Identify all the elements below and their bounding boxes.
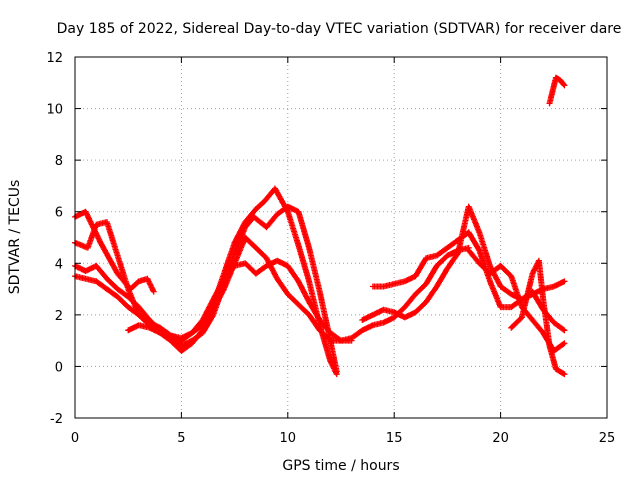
data-series bbox=[72, 74, 568, 378]
series-track-1 bbox=[72, 208, 157, 295]
x-tick-label: 15 bbox=[386, 431, 403, 446]
series-markers bbox=[546, 74, 568, 107]
series-track-7 bbox=[359, 203, 568, 323]
y-tick-label: 8 bbox=[55, 154, 63, 169]
series-markers bbox=[508, 257, 568, 378]
series-markers bbox=[72, 208, 157, 295]
y-tick-label: 0 bbox=[55, 360, 63, 375]
x-tick-label: 25 bbox=[599, 431, 616, 446]
y-tick-label: -2 bbox=[50, 412, 63, 427]
chart-title: Day 185 of 2022, Sidereal Day-to-day VTE… bbox=[57, 21, 622, 37]
grid bbox=[75, 57, 607, 418]
x-axis-label: GPS time / hours bbox=[282, 458, 399, 474]
series-track-5 bbox=[125, 234, 472, 344]
x-tick-label: 5 bbox=[177, 431, 185, 446]
y-tick-label: 12 bbox=[46, 51, 63, 66]
y-tick-label: 6 bbox=[55, 206, 63, 221]
series-track-10 bbox=[546, 74, 568, 107]
x-tick-label: 0 bbox=[71, 431, 79, 446]
series-track-9 bbox=[508, 257, 568, 378]
plot-frame bbox=[74, 56, 608, 419]
axis-ticks: 0 5 10 15 20 25 -2 0 2 4 6 8 10 12 bbox=[46, 51, 615, 446]
x-tick-label: 10 bbox=[280, 431, 297, 446]
y-tick-label: 2 bbox=[55, 309, 63, 324]
y-tick-label: 10 bbox=[46, 103, 63, 118]
y-tick-label: 4 bbox=[55, 257, 63, 272]
series-markers bbox=[125, 234, 472, 344]
y-axis-label: SDTVAR / TECUs bbox=[7, 180, 23, 295]
x-tick-label: 20 bbox=[492, 431, 509, 446]
series-markers bbox=[359, 203, 568, 323]
